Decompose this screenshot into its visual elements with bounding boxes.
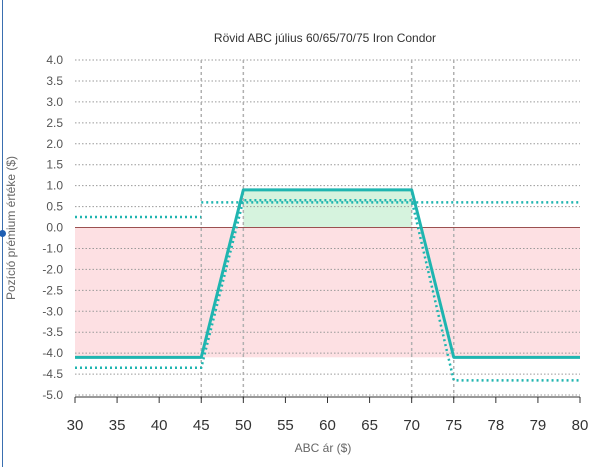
x-tick-label: 60 (319, 417, 336, 434)
x-tick-label: 35 (109, 417, 126, 434)
y-tick-label: 2.0 (46, 137, 63, 151)
y-tick-label: 3.5 (46, 74, 63, 88)
payoff-line-solid (75, 188, 580, 359)
y-tick-label: 0.0 (46, 221, 63, 235)
y-tick-label: 1.5 (46, 158, 63, 172)
payoff-line-dotted (75, 199, 580, 382)
y-tick-label: -1.0 (42, 241, 63, 255)
y-tick-label: 0.5 (46, 200, 63, 214)
x-tick-label: 30 (67, 417, 84, 434)
y-tick-label: 1.0 (46, 179, 63, 193)
chart-title: Rövid ABC július 60/65/70/75 Iron Condor (214, 31, 436, 45)
y-axis-label: Pozíció prémium értéke ($) (4, 156, 18, 300)
x-tick-label: 75 (445, 417, 462, 434)
y-tick-label: -4.5 (42, 367, 63, 381)
y-tick-label: -4.0 (42, 346, 63, 360)
y-tick-label: -2.0 (42, 262, 63, 276)
profit-zone (243, 189, 412, 228)
x-tick-label: 70 (403, 417, 420, 434)
x-axis-label: ABC ár ($) (295, 441, 352, 455)
x-tick-label: 55 (277, 417, 294, 434)
x-tick-label: 50 (235, 417, 252, 434)
y-tick-label: -5.0 (42, 388, 63, 402)
y-tick-label: 3.0 (46, 95, 63, 109)
y-tick-label: 2.5 (46, 116, 63, 130)
y-tick-label: -3.0 (42, 304, 63, 318)
x-tick-label: 45 (193, 417, 210, 434)
y-tick-label: -2.5 (42, 283, 63, 297)
y-tick-label: 4.0 (46, 53, 63, 67)
x-tick-label: 79 (530, 417, 547, 434)
left-edge-handle[interactable] (0, 230, 6, 237)
x-tick-label: 40 (151, 417, 168, 434)
x-tick-label: 65 (361, 417, 378, 434)
loss-zone (75, 227, 580, 358)
y-tick-label: -3.5 (42, 325, 63, 339)
x-tick-label: 78 (487, 417, 504, 434)
x-tick-label: 80 (572, 417, 589, 434)
